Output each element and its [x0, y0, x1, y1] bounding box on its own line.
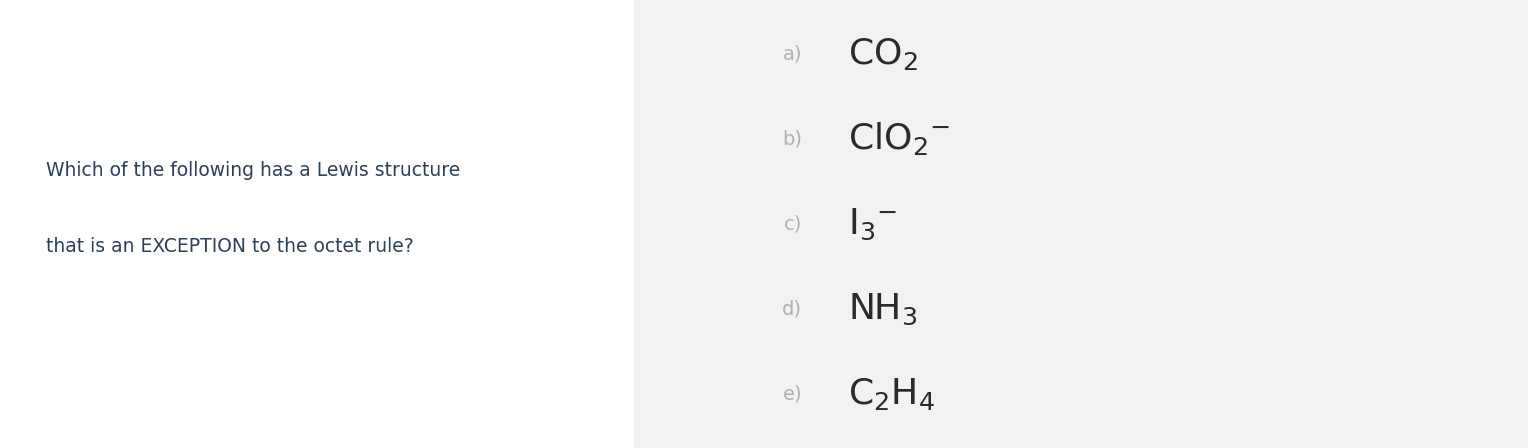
Text: a): a): [782, 44, 802, 63]
Text: that is an EXCEPTION to the octet rule?: that is an EXCEPTION to the octet rule?: [46, 237, 414, 256]
Text: c): c): [784, 215, 802, 233]
Text: e): e): [782, 385, 802, 404]
Text: CO$_2$: CO$_2$: [848, 36, 918, 72]
Text: NH$_3$: NH$_3$: [848, 292, 917, 327]
Text: d): d): [782, 300, 802, 319]
Text: Which of the following has a Lewis structure: Which of the following has a Lewis struc…: [46, 161, 460, 180]
Text: b): b): [782, 129, 802, 148]
Text: ClO$_2$$^{-}$: ClO$_2$$^{-}$: [848, 121, 950, 157]
Text: I$_3$$^{-}$: I$_3$$^{-}$: [848, 207, 897, 241]
Text: C$_2$H$_4$: C$_2$H$_4$: [848, 376, 935, 412]
